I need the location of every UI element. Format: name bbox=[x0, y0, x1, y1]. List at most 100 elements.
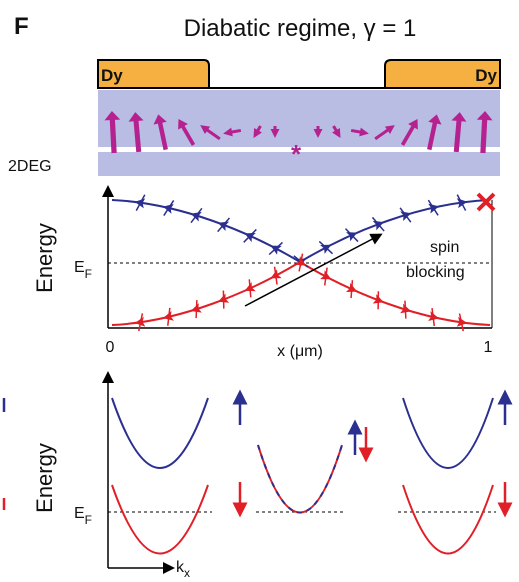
band-up bbox=[402, 397, 494, 469]
annotation: blocking bbox=[406, 264, 465, 281]
curve-arrow bbox=[456, 313, 468, 332]
curve-arrow-head bbox=[372, 294, 384, 304]
curve-arrow bbox=[400, 300, 412, 319]
curve-arrow-stem bbox=[273, 266, 278, 285]
curve-arrow bbox=[371, 216, 385, 232]
fermi-label: EF bbox=[74, 505, 92, 527]
spin-arrow bbox=[313, 126, 323, 138]
electrode-label: Dy bbox=[475, 66, 497, 85]
substrate bbox=[98, 152, 500, 176]
spin-arrow-shape bbox=[374, 125, 395, 141]
curve-arrow bbox=[344, 228, 359, 243]
curve-arrow bbox=[399, 207, 412, 223]
k-sub: x bbox=[184, 566, 190, 580]
spin-arrow bbox=[270, 126, 280, 138]
curve-arrow bbox=[217, 290, 230, 309]
arrow bbox=[244, 233, 383, 307]
spin-arrow bbox=[400, 119, 418, 146]
spin-arrow bbox=[153, 114, 168, 151]
curve-arrow bbox=[427, 199, 440, 216]
curve-arrow bbox=[162, 307, 174, 326]
curve-arrow bbox=[294, 253, 306, 272]
curve-arrow bbox=[372, 291, 384, 310]
spin-labels bbox=[2, 389, 513, 518]
fermi-sub: F bbox=[85, 513, 92, 527]
curve-arrow bbox=[243, 228, 257, 243]
curve-arrow-stem bbox=[318, 240, 334, 255]
spin-arrow bbox=[104, 111, 121, 154]
band-mixed bbox=[257, 444, 343, 514]
x-label: x (μm) bbox=[277, 343, 323, 360]
curve-arrow bbox=[428, 308, 440, 327]
spin-arrow bbox=[178, 119, 196, 146]
spin-arrow-shape bbox=[427, 114, 442, 151]
spin-arrow bbox=[374, 125, 395, 141]
curve-arrow bbox=[162, 200, 175, 216]
band-up bbox=[111, 397, 209, 469]
curve-arrow-stem bbox=[404, 300, 407, 319]
curve-arrow-stem bbox=[195, 300, 198, 319]
curve-arrow-stem bbox=[248, 279, 252, 298]
spin-arrow-shape bbox=[104, 111, 121, 154]
curve-arrow-stem bbox=[458, 313, 465, 332]
curve-arrow-stem bbox=[135, 194, 146, 211]
curve-arrow bbox=[217, 217, 231, 233]
curve-arrow bbox=[268, 241, 283, 256]
curve-arrow-stem bbox=[431, 308, 436, 327]
curve-arrow bbox=[270, 266, 282, 285]
curve-arrow-head bbox=[270, 245, 282, 255]
spin-arrow bbox=[427, 114, 442, 151]
panel-label: F bbox=[14, 13, 29, 40]
band-down bbox=[402, 484, 494, 555]
fermi-main: E bbox=[74, 505, 85, 522]
curve-arrow bbox=[456, 194, 468, 211]
fermi-main: E bbox=[74, 259, 85, 276]
fermi-sub: F bbox=[85, 267, 92, 281]
curve-arrow-head bbox=[190, 303, 202, 313]
spin-arrow-shape bbox=[223, 127, 242, 137]
parabolas bbox=[111, 397, 494, 555]
curve-arrow-head bbox=[346, 232, 358, 242]
curve-arrow bbox=[190, 300, 202, 319]
spin-arrow bbox=[332, 125, 341, 139]
y-label: Energy bbox=[32, 443, 57, 513]
spin-arrow bbox=[253, 125, 262, 139]
curve-arrow-stem bbox=[371, 216, 385, 232]
star: * bbox=[291, 139, 302, 169]
curve-arrow-stem bbox=[427, 199, 439, 216]
spin-arrow bbox=[223, 127, 242, 137]
curve-arrow-stem bbox=[350, 280, 354, 299]
electrode bbox=[384, 59, 501, 89]
x-tick-label: 0 bbox=[106, 339, 115, 356]
spin-arrows bbox=[104, 111, 493, 154]
curve-arrow-stem bbox=[268, 241, 283, 256]
spin-arrow-shape bbox=[200, 125, 221, 141]
curve-arrow bbox=[320, 267, 332, 286]
curve-arrow bbox=[134, 313, 146, 332]
x-label: kx bbox=[176, 559, 190, 580]
y-label: Energy bbox=[32, 223, 57, 293]
curve-arrow-stem bbox=[399, 207, 412, 223]
curve-arrow-stem bbox=[298, 253, 304, 272]
spin-arrow-shape bbox=[451, 112, 467, 153]
curve-arrow-stem bbox=[243, 228, 257, 243]
curve-arrow bbox=[318, 240, 334, 255]
spin-arrow bbox=[350, 127, 369, 137]
title: Diabatic regime, γ = 1 bbox=[184, 15, 417, 42]
k-main: k bbox=[176, 559, 185, 576]
spin-arrow-shape bbox=[128, 112, 144, 153]
curve-arrow-head bbox=[372, 220, 384, 231]
curve-arrow-head bbox=[217, 221, 230, 231]
spin-arrow-shape bbox=[476, 111, 493, 154]
spin-arrow bbox=[200, 125, 221, 141]
curve-arrow-stem bbox=[167, 307, 171, 326]
spin-arrow bbox=[451, 112, 467, 153]
electrode bbox=[97, 59, 210, 89]
curve-arrow-stem bbox=[138, 313, 144, 332]
curve-arrow bbox=[346, 280, 358, 299]
spin-arrow-shape bbox=[253, 125, 262, 139]
spin-arrow-shape bbox=[350, 127, 369, 137]
curve-arrow bbox=[190, 207, 203, 224]
